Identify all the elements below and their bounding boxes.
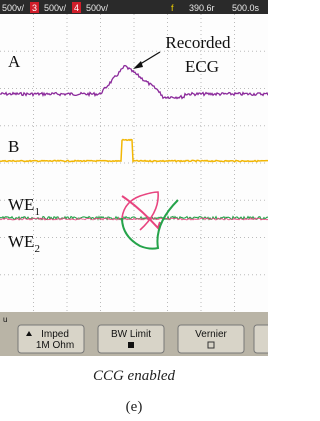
scale-label: 500v/: [86, 3, 109, 13]
time-label: 390.6r: [189, 3, 215, 13]
scale-label: 500v/: [2, 3, 25, 13]
channel-label: 4: [74, 3, 79, 13]
trace-label: A: [8, 52, 21, 71]
softkey-label: Vernier: [195, 329, 227, 340]
scale-label: 500v/: [44, 3, 67, 13]
softkey-label: 1M Ohm: [36, 340, 74, 351]
panel-label: (e): [126, 399, 143, 415]
trace-label: WE: [8, 232, 34, 251]
subscript: 2: [34, 243, 40, 255]
softkey-label: BW Limit: [111, 329, 151, 340]
checkbox: [128, 342, 134, 348]
subscript: 1: [34, 206, 40, 218]
indicator: u: [3, 315, 7, 324]
softkey[interactable]: [254, 325, 268, 353]
figure: 500v/ 3 500v/ 4 500v/ f 390.6r 500.0s A …: [0, 0, 268, 421]
caption: CCG enabled: [93, 368, 176, 384]
channel-label: 3: [32, 3, 37, 13]
page: 500v/ 3 500v/ 4 500v/ f 390.6r 500.0s A …: [0, 0, 268, 421]
trace-label: B: [8, 137, 19, 156]
softkey-label: Imped: [41, 329, 69, 340]
trace-label: WE: [8, 195, 34, 214]
annotation: ECG: [185, 57, 219, 76]
annotation: Recorded: [165, 33, 231, 52]
time-label: 500.0s: [232, 3, 260, 13]
top-bar: [0, 0, 268, 14]
